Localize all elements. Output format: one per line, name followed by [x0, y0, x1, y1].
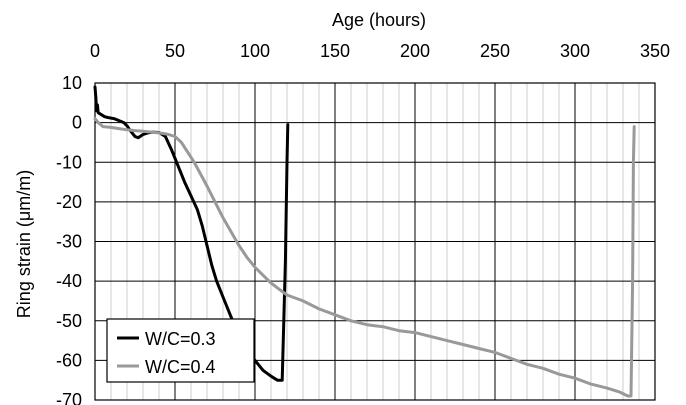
plot-frame [94, 82, 656, 401]
y-tick-label: 0 [72, 113, 82, 133]
y-tick-label: -10 [56, 152, 82, 172]
y-tick-label: -60 [56, 350, 82, 370]
x-tick-label: 300 [560, 41, 590, 61]
y-tick-label: -40 [56, 271, 82, 291]
x-tick-label: 100 [240, 41, 270, 61]
legend-box [106, 318, 255, 383]
x-tick-label: 50 [165, 41, 185, 61]
x-tick-label: 250 [480, 41, 510, 61]
tick-labels: 0 50 100 150 200 250 300 350100-10-20-30-40-50-… [56, 41, 670, 405]
y-tick-label: 10 [62, 73, 82, 93]
legend-label: W/C=0.3 [145, 329, 216, 349]
y-tick-label: -50 [56, 311, 82, 331]
y-tick-label: -70 [56, 390, 82, 405]
y-tick-label: -30 [56, 232, 82, 252]
x-tick-label: 0 [90, 41, 100, 61]
y-axis-label: Ring strain (μm/m) [14, 170, 34, 318]
x-axis-label: Age (hours) [332, 10, 426, 30]
y-tick-label: -20 [56, 192, 82, 212]
series-line-1 [93, 85, 290, 382]
legend: W/C=0.3 W/C=0.4 [106, 318, 255, 383]
grid [94, 82, 656, 401]
x-tick-label: 150 [320, 41, 350, 61]
series-line-2 [93, 117, 636, 398]
x-tick-label: 350 [640, 41, 670, 61]
series-lines [93, 85, 636, 398]
legend-label: W/C=0.4 [145, 357, 216, 377]
x-tick-label: 200 [400, 41, 430, 61]
